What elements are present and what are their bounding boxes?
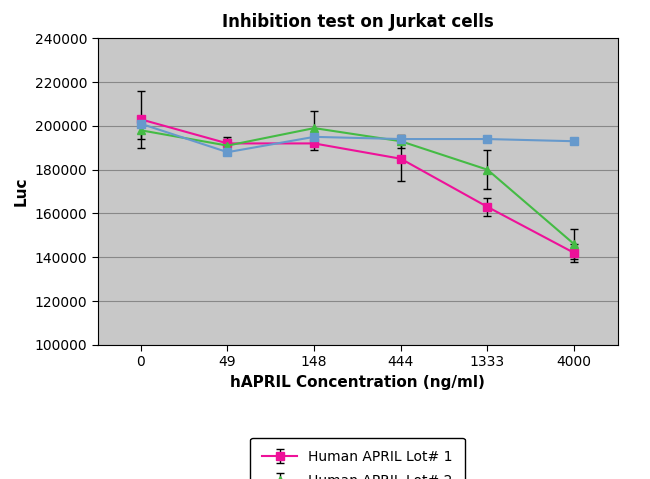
Y-axis label: Luc: Luc (14, 177, 29, 206)
Legend: Human APRIL Lot# 1, Human APRIL Lot# 2, vehicle control: Human APRIL Lot# 1, Human APRIL Lot# 2, … (250, 438, 465, 479)
Title: Inhibition test on Jurkat cells: Inhibition test on Jurkat cells (222, 13, 493, 31)
X-axis label: hAPRIL Concentration (ng/ml): hAPRIL Concentration (ng/ml) (230, 375, 485, 390)
